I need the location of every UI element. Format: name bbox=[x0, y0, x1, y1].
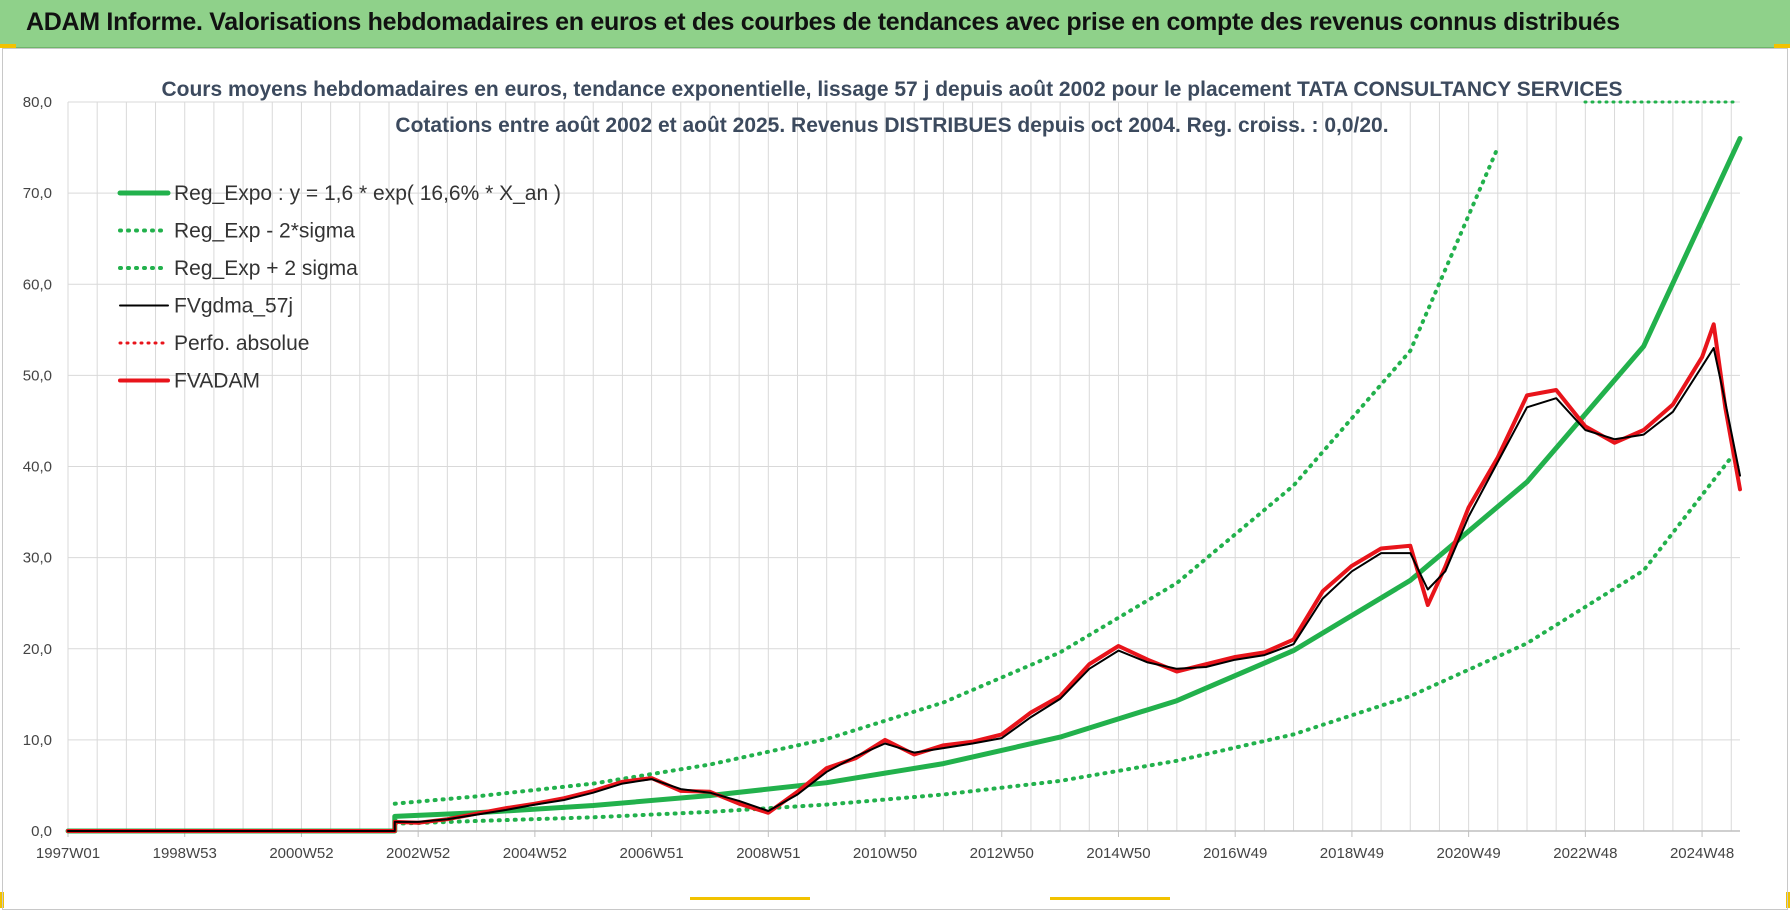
title-layer: Cours moyens hebdomadaires en euros, ten… bbox=[161, 78, 1622, 137]
x-tick-label: 2006W51 bbox=[619, 845, 683, 862]
x-tick-label: 2012W50 bbox=[970, 845, 1034, 862]
series-line-5 bbox=[66, 322, 1742, 833]
y-tick-label: 80,0 bbox=[23, 94, 52, 111]
legend-label: FVgdma_57j bbox=[174, 295, 293, 318]
bottom-edge-marker-2 bbox=[1050, 897, 1170, 900]
legend-label: Reg_Exp - 2*sigma bbox=[174, 220, 355, 243]
x-tick-label: 2016W49 bbox=[1203, 845, 1267, 862]
y-tick-label: 50,0 bbox=[23, 367, 52, 384]
corner-marker-top-right bbox=[1774, 44, 1790, 48]
grid-layer bbox=[67, 101, 1740, 832]
y-tick-label: 30,0 bbox=[23, 550, 52, 567]
chart-title: Cours moyens hebdomadaires en euros, ten… bbox=[161, 78, 1622, 101]
x-tick-label: 1997W01 bbox=[36, 845, 100, 862]
legend-label: Reg_Exp + 2 sigma bbox=[174, 257, 358, 280]
chart-subtitle: Cotations entre août 2002 et août 2025. … bbox=[395, 114, 1388, 137]
legend-label: Reg_Expo : y = 1,6 * exp( 16,6% * X_an ) bbox=[174, 182, 561, 205]
x-tick-label: 2004W52 bbox=[503, 845, 567, 862]
legend-label: Perfo. absolue bbox=[174, 332, 309, 355]
x-tick-label: 2020W49 bbox=[1437, 845, 1501, 862]
x-tick-label: 2002W52 bbox=[386, 845, 450, 862]
y-tick-label: 20,0 bbox=[23, 641, 52, 658]
y-tick-label: 70,0 bbox=[23, 185, 52, 202]
bottom-edge-marker-1 bbox=[690, 897, 810, 900]
x-tick-label: 2024W48 bbox=[1670, 845, 1734, 862]
series-line-1 bbox=[392, 455, 1734, 826]
x-tick-label: 2000W52 bbox=[269, 845, 333, 862]
x-tick-label: 2014W50 bbox=[1086, 845, 1150, 862]
corner-marker-top-left bbox=[0, 44, 16, 48]
x-tick-label: 2010W50 bbox=[853, 845, 917, 862]
y-tick-label: 0,0 bbox=[31, 823, 52, 840]
series-layer bbox=[65, 100, 1743, 834]
series-line-3 bbox=[67, 347, 1741, 832]
x-tick-label: 2022W48 bbox=[1553, 845, 1617, 862]
legend-label: FVADAM bbox=[174, 370, 260, 393]
report-banner: ADAM Informe. Valorisations hebdomadaire… bbox=[0, 0, 1790, 48]
y-tick-label: 10,0 bbox=[23, 732, 52, 749]
legend: Reg_Expo : y = 1,6 * exp( 16,6% * X_an )… bbox=[117, 182, 561, 393]
series-line-0 bbox=[65, 136, 1743, 834]
y-tick-label: 40,0 bbox=[23, 459, 52, 476]
y-tick-label: 60,0 bbox=[23, 276, 52, 293]
report-banner-title: ADAM Informe. Valorisations hebdomadaire… bbox=[26, 8, 1620, 36]
axis-layer: 0,0 10,0 20,0 30,0 40,0 50,0 60,0 70,0 80,0 1997W… bbox=[23, 94, 1740, 862]
series-line-2 bbox=[392, 145, 1500, 806]
chart-frame bbox=[2, 48, 1788, 910]
x-tick-label: 2018W49 bbox=[1320, 845, 1384, 862]
corner-marker-bottom-right bbox=[1786, 892, 1790, 908]
x-tick-label: 2008W51 bbox=[736, 845, 800, 862]
x-tick-label: 1998W53 bbox=[153, 845, 217, 862]
